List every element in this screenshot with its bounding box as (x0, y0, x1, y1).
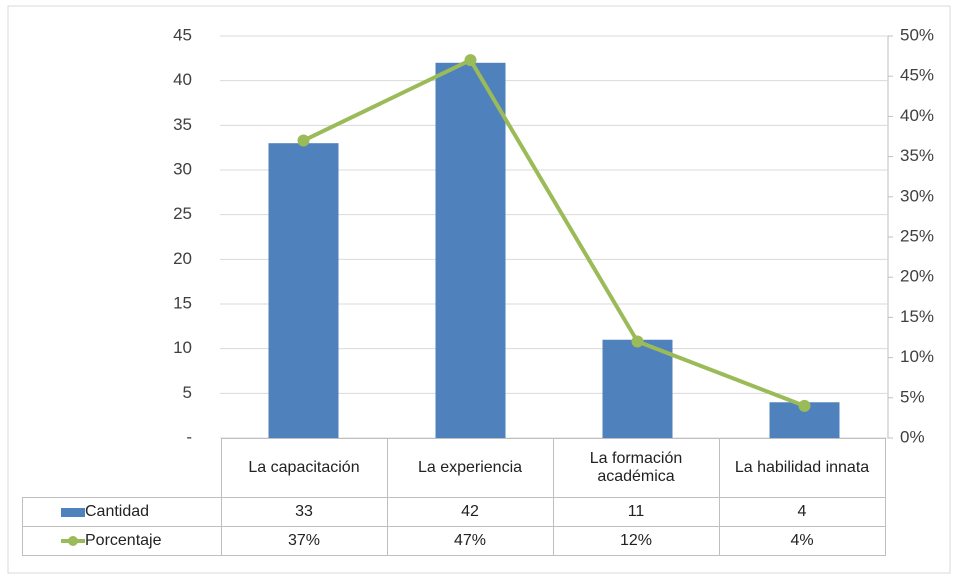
data-label: 42 (386, 497, 554, 527)
y2-tick-label: 5% (900, 387, 925, 406)
data-label: 33 (220, 497, 388, 527)
y2-tick-label: 0% (900, 427, 925, 446)
data-label: 12% (552, 526, 720, 556)
legend-marker (68, 535, 78, 546)
y-tick-label: - (186, 427, 192, 446)
legend-label: Porcentaje (85, 532, 162, 549)
y-tick-label: 35 (173, 115, 192, 134)
y2-tick-label: 25% (900, 226, 934, 245)
y-tick-label: 25 (173, 204, 192, 223)
legend-label: Cantidad (85, 503, 150, 520)
table-corner (23, 439, 222, 498)
y2-tick-label: 40% (900, 106, 934, 125)
legend-swatch (61, 507, 85, 517)
chart-border (7, 5, 951, 574)
y-tick-label: 20 (173, 249, 192, 268)
line-marker (631, 335, 644, 348)
bar (268, 143, 339, 438)
category-label: La capacitación (220, 438, 388, 498)
line-marker (297, 134, 310, 147)
y2-tick-label: 45% (900, 66, 934, 85)
y2-tick-label: 20% (900, 267, 934, 286)
legend-icon (61, 507, 85, 517)
line (302, 57, 806, 408)
y2-tick-label: 15% (900, 307, 934, 326)
legend-entry: Cantidad (22, 497, 222, 527)
legend-icon (61, 535, 85, 546)
y2-tick-label: 50% (900, 25, 934, 44)
y-tick-label: 15 (173, 293, 192, 312)
y2-tick-label: 35% (900, 146, 934, 165)
y-tick-label: 5 (183, 383, 192, 402)
y-tick-label: 30 (173, 159, 192, 178)
line-marker (464, 54, 477, 67)
data-label: 37% (220, 526, 388, 556)
y-tick-label: 40 (173, 70, 192, 89)
line-marker (798, 399, 811, 412)
y2-tick-label: 30% (900, 186, 934, 205)
legend-entry: Porcentaje (22, 526, 222, 556)
bar (435, 62, 506, 439)
data-label: 4% (718, 526, 886, 556)
y2-tick-label: 10% (900, 347, 934, 366)
y-tick-label: 10 (173, 338, 192, 357)
data-label: 4 (718, 497, 886, 527)
bar (602, 339, 673, 438)
category-label: La formación académica (552, 438, 720, 498)
category-label: La habilidad innata (718, 438, 886, 498)
data-label: 47% (386, 526, 554, 556)
data-label: 11 (552, 497, 720, 527)
data-table: La capacitación La experiencia La formació… (22, 438, 886, 556)
y-tick-label: 45 (173, 25, 192, 44)
category-label: La experiencia (386, 438, 554, 498)
